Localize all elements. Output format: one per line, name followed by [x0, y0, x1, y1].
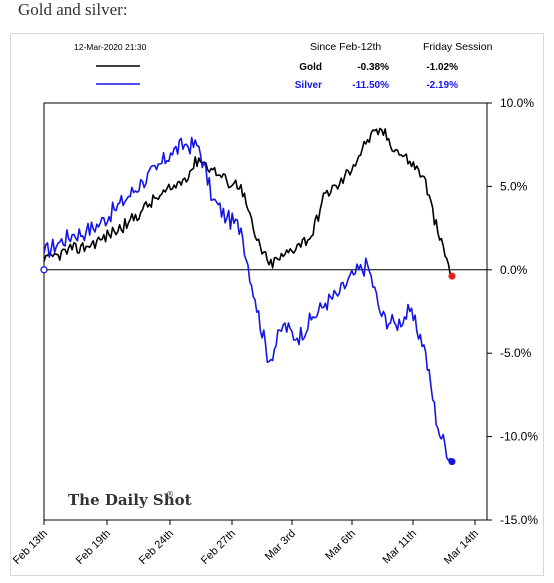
intro-text: Gold and silver: [18, 0, 128, 19]
silver-end-point [448, 458, 456, 466]
y-tick-label: -5.0% [500, 346, 532, 360]
start-point-marker [40, 266, 48, 274]
x-tick-label: Feb 13th [11, 528, 50, 567]
header-timestamp: 12-Mar-2020 21:30 [74, 42, 147, 52]
x-tick-label: Feb 24th [137, 528, 176, 567]
brand-registered-mark: ® [166, 490, 174, 499]
plot-area [43, 102, 488, 521]
legend-gold-since-value: -0.38% [357, 62, 389, 73]
y-tick-label: 0.0% [500, 263, 528, 277]
silver-series-line [43, 136, 453, 463]
brand-logo: The Daily Shot [68, 491, 192, 509]
x-tick-label: Mar 3rd [263, 528, 298, 563]
x-tick-label: Mar 11th [381, 528, 420, 567]
x-tick-label: Feb 19th [74, 528, 113, 567]
legend-gold-label: Gold [299, 62, 322, 73]
legend-silver-label: Silver [295, 80, 322, 91]
y-tick-label: -10.0% [500, 430, 538, 444]
gold-end-point [448, 272, 456, 280]
header-session-label: Friday Session [423, 41, 493, 53]
legend-gold-session-value: -1.02% [426, 62, 458, 73]
header-since-label: Since Feb-12th [310, 41, 381, 53]
chart-frame [10, 33, 544, 576]
x-tick-label: Feb 27th [199, 528, 238, 567]
x-tick-label: Mar 14th [442, 528, 481, 567]
y-tick-label: -15.0% [500, 513, 538, 527]
legend-silver-since-value: -11.50% [352, 80, 389, 91]
y-axis: 10.0% 5.0% 0.0% -5.0% -10.0% -15.0% [487, 96, 538, 527]
y-tick-label: 10.0% [500, 96, 534, 110]
gold-series-line [43, 127, 453, 277]
x-axis: Feb 13th Feb 19th Feb 24th Feb 27th Mar 3rd M… [11, 520, 481, 567]
x-tick-label: Mar 6th [323, 528, 358, 563]
legend-silver-session-value: -2.19% [426, 80, 458, 91]
y-tick-label: 5.0% [500, 179, 528, 193]
